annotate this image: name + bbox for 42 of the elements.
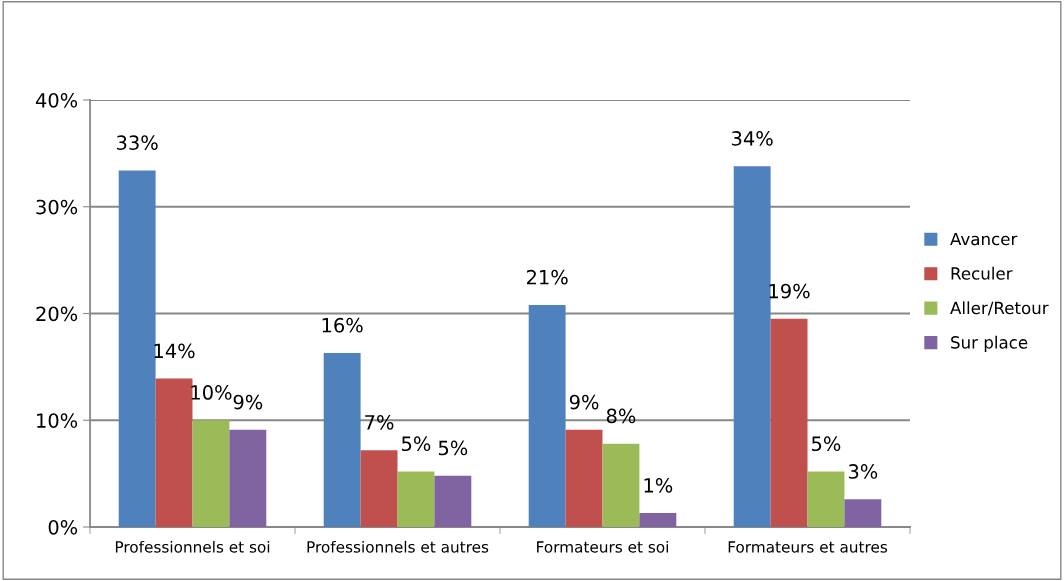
bar — [434, 475, 472, 527]
y-tick-label: 30% — [36, 199, 78, 215]
data-label: 21% — [526, 269, 568, 285]
bar — [118, 170, 156, 527]
data-label: 9% — [569, 394, 599, 410]
bar — [360, 450, 398, 527]
y-tick-label: 40% — [35, 92, 78, 108]
data-label: 1% — [644, 477, 673, 493]
legend-label: Reculer — [951, 266, 1013, 280]
bar — [229, 429, 267, 527]
bar — [323, 353, 361, 527]
data-label: 7% — [365, 415, 394, 430]
legend-label: Avancer — [950, 232, 1018, 246]
x-tick-label: Formateurs et soi — [537, 540, 668, 553]
data-label: 16% — [322, 317, 363, 333]
bar — [639, 513, 677, 527]
data-label: 5% — [438, 440, 468, 456]
data-label: 3% — [848, 464, 878, 479]
bar — [844, 499, 882, 527]
x-tick-label: Formateurs et autres — [728, 541, 888, 553]
bar — [770, 318, 808, 527]
data-label: 9% — [233, 394, 263, 410]
y-tick-label: 10% — [37, 413, 78, 428]
bar — [565, 429, 603, 527]
x-tick-label: Professionnels et autres — [307, 540, 489, 553]
bar — [528, 304, 566, 527]
bar — [807, 471, 845, 527]
legend-label: Aller/Retour — [950, 301, 1049, 316]
data-label: 8% — [606, 408, 636, 424]
data-label: 5% — [812, 436, 841, 452]
bar — [602, 443, 640, 527]
y-tick-label: 20% — [36, 306, 78, 322]
bar — [397, 471, 435, 527]
bar — [192, 420, 230, 527]
y-tick-label: 0% — [48, 519, 78, 535]
legend-label: Sur place — [951, 335, 1028, 352]
bar — [155, 378, 193, 527]
data-label: 34% — [732, 131, 773, 146]
data-label: 33% — [117, 135, 158, 151]
bar — [733, 166, 771, 527]
x-tick-label: Professionnels et soi — [115, 540, 270, 553]
data-label: 5% — [402, 436, 431, 452]
